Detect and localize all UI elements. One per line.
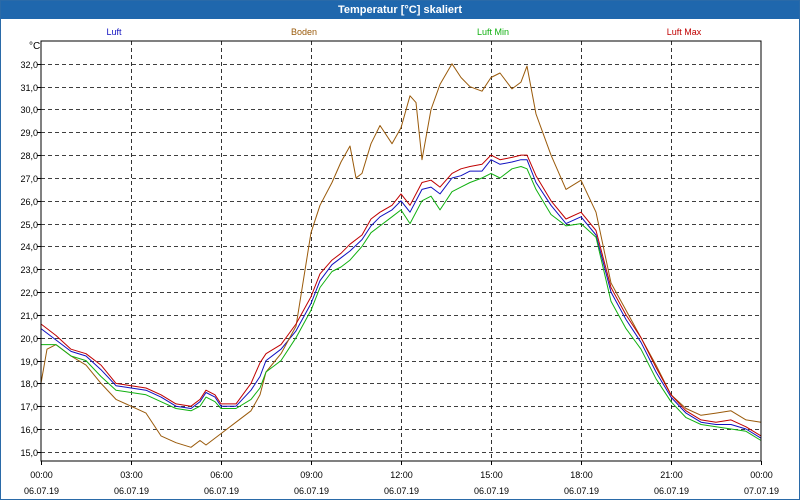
x-tick-date: 06.07.19 — [474, 486, 509, 496]
y-tick-label: 22,0 — [20, 288, 38, 298]
y-tick-label: 23,0 — [20, 265, 38, 275]
y-tick-label: 21,0 — [20, 311, 38, 321]
x-tick-time: 21:00 — [660, 470, 683, 480]
legend-luft-max: Luft Max — [667, 27, 702, 37]
y-tick-label: 30,0 — [20, 105, 38, 115]
x-tick-date: 06.07.19 — [384, 486, 419, 496]
y-tick-label: 15,0 — [20, 448, 38, 458]
window-title: Temperatur [°C] skaliert — [1, 1, 799, 19]
y-tick-label: 27,0 — [20, 174, 38, 184]
series-lines — [40, 63, 762, 448]
y-tick-label: 20,0 — [20, 334, 38, 344]
y-tick-label: 31,0 — [20, 83, 38, 93]
x-tick-time: 18:00 — [570, 470, 593, 480]
x-tick-time: 06:00 — [210, 470, 233, 480]
legend-boden: Boden — [291, 27, 317, 37]
x-tick-date: 06.07.19 — [564, 486, 599, 496]
y-tick-label: 24,0 — [20, 242, 38, 252]
legend-luft: Luft — [106, 27, 122, 37]
y-tick-label: 29,0 — [20, 128, 38, 138]
x-tick-date: 06.07.19 — [204, 486, 239, 496]
x-tick-date: 06.07.19 — [24, 486, 59, 496]
y-tick-label: 28,0 — [20, 151, 38, 161]
y-tick-label: 16,0 — [20, 425, 38, 435]
y-tick-label: 26,0 — [20, 197, 38, 207]
plot-frame — [40, 40, 762, 462]
series-line-luft — [40, 159, 762, 439]
y-tick-label: 17,0 — [20, 402, 38, 412]
legend-luft-min: Luft Min — [477, 27, 509, 37]
x-tick-date: 06.07.19 — [294, 486, 329, 496]
y-tick-label: 25,0 — [20, 220, 38, 230]
axes: 15,0 16,0 17,0 18,0 19,0 20,0 21,0 22,0 23,0 24,0… — [20, 40, 779, 496]
series-line-luft-max — [40, 154, 762, 437]
y-tick-label: 32,0 — [20, 60, 38, 70]
y-axis-unit: °C — [29, 41, 40, 52]
x-tick-time: 03:00 — [120, 470, 143, 480]
x-tick-date: 06.07.19 — [654, 486, 689, 496]
legend: Luft Boden Luft Min Luft Max — [106, 27, 701, 37]
series-line-boden — [40, 63, 762, 448]
x-tick-time: 00:00 — [750, 470, 773, 480]
x-tick-time: 09:00 — [300, 470, 323, 480]
x-tick-time: 00:00 — [30, 470, 53, 480]
x-tick-time: 15:00 — [480, 470, 503, 480]
x-tick-date: 06.07.19 — [114, 486, 149, 496]
grid — [41, 41, 761, 461]
x-tick-date: 07.07.19 — [744, 486, 779, 496]
x-tick-time: 12:00 — [390, 470, 413, 480]
y-tick-label: 18,0 — [20, 379, 38, 389]
series-line-luft-min — [41, 166, 762, 441]
y-tick-label: 19,0 — [20, 357, 38, 367]
